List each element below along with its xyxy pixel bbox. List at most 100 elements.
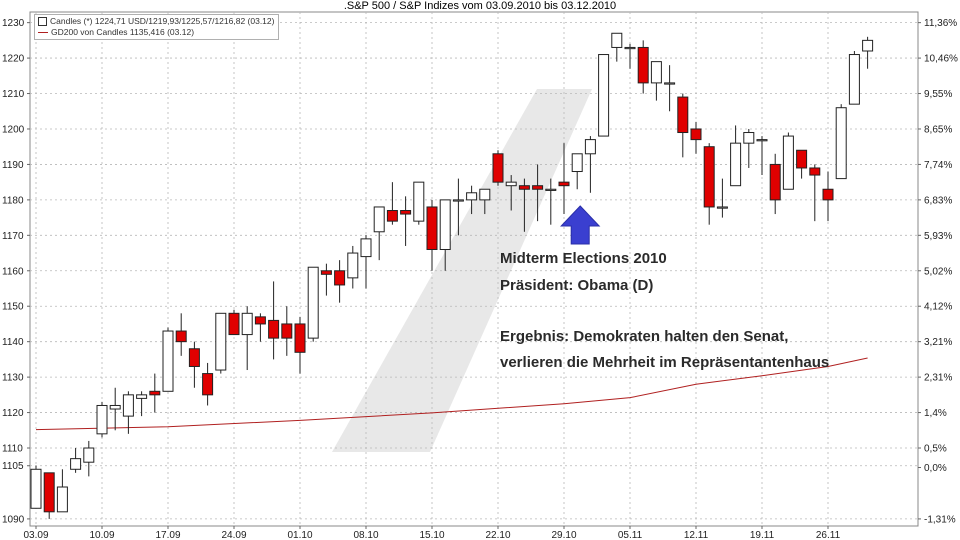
candle-body (400, 210, 412, 215)
y-tick-label-left: 1105 (2, 461, 24, 472)
candle-body (386, 210, 398, 222)
y-tick-label-left: 1180 (2, 195, 24, 206)
candle-body (848, 54, 860, 105)
candle-body (30, 468, 42, 509)
candle-body (188, 348, 200, 367)
y-tick-label-right: 5,02% (924, 266, 952, 277)
x-tick-label: 22.10 (485, 530, 510, 540)
candle-body (452, 199, 464, 202)
annotation-result-2: verlieren die Mehrheit im Repräsentanten… (500, 354, 830, 371)
candle-body (677, 96, 689, 134)
line-legend-icon (38, 32, 48, 33)
election-arrow-icon (560, 205, 601, 245)
y-tick-label-right: 2,31% (924, 373, 952, 384)
y-tick-label-right: 4,12% (924, 302, 952, 313)
candle-body (149, 390, 161, 396)
candle-body (479, 188, 491, 201)
candle-body (307, 266, 319, 339)
gd200-line (35, 357, 868, 431)
candle-body (730, 142, 742, 187)
candle-body (756, 139, 768, 142)
candle-body (347, 252, 359, 279)
y-tick-label-left: 1150 (2, 302, 24, 313)
candle-body (690, 128, 702, 141)
candle-body (532, 185, 544, 190)
y-tick-label-right: 8,65% (924, 124, 952, 135)
candle-body (70, 458, 82, 470)
candle-body (268, 319, 280, 339)
y-tick-label-right: -1,31% (924, 514, 956, 525)
x-tick-label: 01.10 (287, 530, 312, 540)
candle-body (822, 188, 834, 201)
chart-title: .S&P 500 / S&P Indizes vom 03.09.2010 bi… (343, 0, 617, 12)
y-tick-label-right: 0,0% (924, 463, 947, 474)
legend-gd200-label: GD200 von Candles 1135,416 (03.12) (51, 27, 195, 37)
y-tick-label-left: 1090 (2, 514, 25, 525)
candle-body (439, 199, 451, 251)
candle-body (360, 238, 372, 258)
candle-body (281, 323, 293, 339)
y-tick-label-left: 1160 (2, 266, 24, 277)
candle-body (782, 135, 794, 190)
y-tick-label-left: 1210 (2, 89, 25, 100)
y-tick-label-right: 11,36% (924, 18, 957, 29)
y-tick-label-left: 1140 (2, 337, 24, 348)
candle-body (505, 181, 517, 187)
candle-body (518, 185, 530, 190)
candle-body (637, 46, 649, 84)
candle-body (835, 107, 847, 180)
x-tick-label: 15.10 (419, 530, 444, 540)
x-tick-label: 17.09 (155, 530, 180, 540)
y-tick-label-right: 6,83% (924, 195, 952, 206)
candle-body (611, 32, 623, 48)
x-tick-label: 12.11 (684, 530, 709, 540)
candle-body (254, 316, 266, 325)
candle-body (373, 206, 385, 233)
legend-candles: Candles (*) 1224,71 USD/1219,93/1225,57/… (38, 16, 274, 27)
candle-body (466, 192, 478, 201)
candle-body (664, 82, 676, 85)
y-tick-label-left: 1130 (2, 373, 24, 384)
candle-body (83, 447, 95, 463)
x-tick-label: 05.11 (618, 530, 643, 540)
annotation-midterm: Midterm Elections 2010 (500, 250, 667, 267)
y-tick-label-right: 7,74% (924, 160, 952, 171)
y-tick-label-right: 10,46% (924, 54, 958, 65)
candle-legend-icon (38, 17, 47, 26)
candle-body (650, 61, 662, 84)
candle-body (743, 132, 755, 144)
candle-body (769, 163, 781, 201)
candle-body (809, 167, 821, 176)
y-tick-label-right: 9,55% (924, 89, 952, 100)
candle-body (228, 312, 240, 336)
candle-body (202, 373, 214, 396)
annotation-president: Präsident: Obama (D) (500, 277, 654, 294)
candle-body (716, 206, 728, 209)
y-tick-label-left: 1110 (2, 444, 23, 455)
candle-body (43, 472, 55, 513)
candle-body (571, 153, 583, 173)
y-tick-label-right: 0,5% (924, 444, 947, 455)
candle-body (426, 206, 438, 251)
candle-body (545, 188, 557, 191)
x-tick-label: 19.11 (750, 530, 775, 540)
candle-body (215, 312, 227, 371)
legend-gd200: GD200 von Candles 1135,416 (03.12) (38, 27, 274, 38)
candle-body (96, 404, 108, 435)
candle-body (558, 181, 570, 187)
y-tick-label-right: 5,93% (924, 231, 952, 242)
x-tick-label: 26.11 (816, 530, 841, 540)
candle-body (241, 312, 253, 336)
candle-body (136, 394, 148, 399)
x-tick-label: 29.10 (551, 530, 576, 540)
candle-body (175, 330, 187, 343)
legend-candles-label: Candles (*) 1224,71 USD/1219,93/1225,57/… (50, 16, 275, 26)
x-tick-label: 08.10 (353, 530, 378, 540)
x-tick-label: 24.09 (221, 530, 246, 540)
y-tick-label-left: 1120 (2, 408, 24, 419)
y-tick-label-right: 3,21% (924, 337, 952, 348)
candle-body (598, 54, 610, 137)
candle-body (413, 181, 425, 222)
y-tick-label-right: 1,4% (924, 408, 947, 419)
